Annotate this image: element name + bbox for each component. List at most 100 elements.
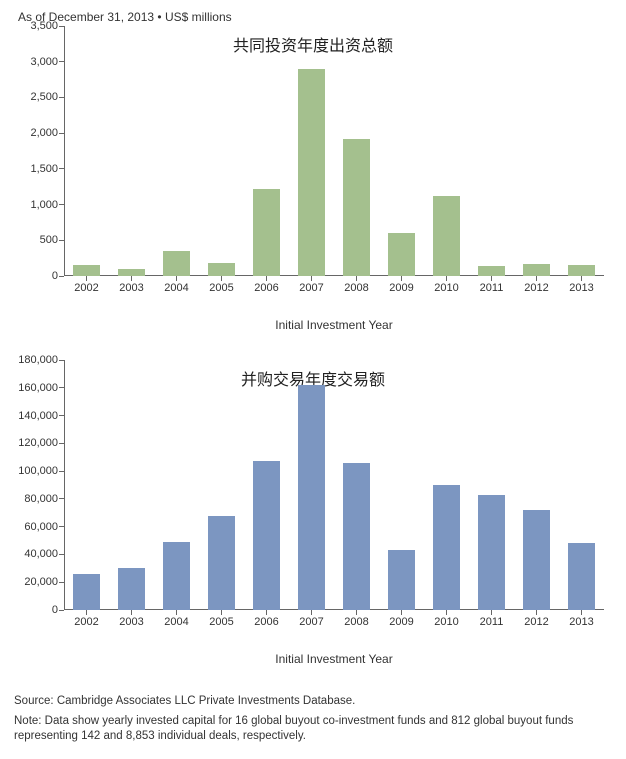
chart-coinvestment-bar: [523, 264, 551, 276]
chart-buyout-y-tick-label: 120,000: [18, 437, 64, 449]
chart-coinvestment-x-axis-title: Initial Investment Year: [64, 318, 604, 332]
chart-coinvestment-x-tick: [401, 276, 402, 281]
chart-coinvestment-x-tick-label: 2011: [480, 282, 504, 294]
chart-buyout: 并购交易年度交易额 020,00040,00060,00080,000100,0…: [14, 360, 612, 666]
chart-buyout-x-tick-label: 2012: [524, 616, 548, 628]
chart-buyout-bar: [568, 543, 596, 610]
chart-buyout-x-tick-label: 2002: [74, 616, 98, 628]
chart-buyout-y-tick-label: 20,000: [24, 576, 64, 588]
chart-buyout-x-tick: [221, 610, 222, 615]
chart-buyout-x-tick-label: 2005: [209, 616, 233, 628]
chart-buyout-plot: 020,00040,00060,00080,000100,000120,0001…: [64, 360, 604, 610]
chart-buyout-y-tick-label: 0: [52, 604, 64, 616]
chart-buyout-x-tick: [131, 610, 132, 615]
chart-coinvestment-x-tick: [176, 276, 177, 281]
chart-coinvestment-x-tick-label: 2009: [389, 282, 413, 294]
chart-buyout-x-tick-label: 2007: [299, 616, 323, 628]
chart-coinvestment-y-tick-label: 3,000: [30, 56, 64, 68]
chart-coinvestment-x-tick: [221, 276, 222, 281]
chart-buyout-x-tick: [581, 610, 582, 615]
chart-coinvestment-x-tick: [266, 276, 267, 281]
chart-coinvestment-x-tick: [86, 276, 87, 281]
chart-coinvestment-plot: 05001,0001,5002,0002,5003,0003,500: [64, 26, 604, 276]
chart-buyout-bar: [433, 485, 461, 610]
chart-coinvestment-x-tick: [356, 276, 357, 281]
chart-buyout-x-tick: [266, 610, 267, 615]
chart-coinvestment-y-axis: [64, 26, 65, 276]
chart-coinvestment-x-tick-label: 2012: [524, 282, 548, 294]
chart-coinvestment-x-tick-label: 2004: [164, 282, 188, 294]
chart-coinvestment-x-tick-label: 2002: [74, 282, 98, 294]
chart-buyout-y-tick-label: 80,000: [24, 493, 64, 505]
chart-coinvestment-x-tick: [446, 276, 447, 281]
as-of-text: As of December 31, 2013 • US$ millions: [18, 10, 612, 24]
chart-buyout-x-tick: [356, 610, 357, 615]
chart-coinvestment-bar: [118, 269, 146, 276]
chart-buyout-bar: [73, 574, 101, 610]
chart-coinvestment-bar: [343, 139, 371, 276]
chart-buyout-x-axis-title: Initial Investment Year: [64, 652, 604, 666]
chart-buyout-x-tick-label: 2013: [569, 616, 593, 628]
chart-buyout-x-tick-label: 2004: [164, 616, 188, 628]
chart-buyout-y-tick-label: 40,000: [24, 548, 64, 560]
chart-coinvestment-x-tick: [581, 276, 582, 281]
chart-coinvestment-bar: [388, 233, 416, 276]
chart-coinvestment-x-tick: [491, 276, 492, 281]
footer-note: Note: Data show yearly invested capital …: [14, 714, 612, 745]
chart-coinvestment-bar: [433, 196, 461, 276]
chart-coinvestment-x-tick-label: 2007: [299, 282, 323, 294]
chart-coinvestment-y-tick-label: 1,000: [30, 199, 64, 211]
chart-coinvestment-bar: [253, 189, 281, 276]
chart-buyout-bar: [478, 495, 506, 610]
chart-buyout-bar: [388, 550, 416, 610]
footer: Source: Cambridge Associates LLC Private…: [14, 694, 612, 745]
chart-coinvestment-bar: [298, 69, 326, 276]
chart-buyout-x-tick: [311, 610, 312, 615]
chart-coinvestment-x-tick-label: 2008: [344, 282, 368, 294]
chart-buyout-x-tick-label: 2003: [119, 616, 143, 628]
chart-buyout-y-tick-label: 180,000: [18, 354, 64, 366]
chart-buyout-bar: [163, 542, 191, 610]
chart-coinvestment-y-tick-label: 1,500: [30, 163, 64, 175]
chart-buyout-x-tick-label: 2009: [389, 616, 413, 628]
chart-buyout-x-tick: [176, 610, 177, 615]
chart-buyout-x-tick: [491, 610, 492, 615]
chart-buyout-x-tick-label: 2006: [254, 616, 278, 628]
chart-coinvestment-bar: [163, 251, 191, 276]
chart-coinvestment-x-tick: [536, 276, 537, 281]
chart-coinvestment: 共同投资年度出资总额 05001,0001,5002,0002,5003,000…: [14, 26, 612, 332]
chart-buyout-x-tick: [401, 610, 402, 615]
chart-buyout-bar: [253, 461, 281, 610]
chart-buyout-y-tick-label: 140,000: [18, 410, 64, 422]
chart-coinvestment-y-tick-label: 2,500: [30, 91, 64, 103]
chart-buyout-bar: [343, 463, 371, 610]
chart-coinvestment-bar: [208, 263, 236, 276]
chart-buyout-x-tick: [536, 610, 537, 615]
page-root: As of December 31, 2013 • US$ millions 共…: [0, 0, 626, 759]
chart-coinvestment-x-tick-label: 2005: [209, 282, 233, 294]
chart-coinvestment-x-tick-label: 2013: [569, 282, 593, 294]
chart-coinvestment-y-tick-label: 0: [52, 270, 64, 282]
chart-coinvestment-x-tick-label: 2006: [254, 282, 278, 294]
chart-coinvestment-y-tick-label: 2,000: [30, 127, 64, 139]
chart-coinvestment-x-tick: [311, 276, 312, 281]
chart-buyout-x-tick-label: 2010: [434, 616, 458, 628]
chart-buyout-bar: [118, 568, 146, 610]
chart-buyout-x-tick: [446, 610, 447, 615]
chart-buyout-y-tick-label: 160,000: [18, 382, 64, 394]
chart-coinvestment-y-tick-label: 3,500: [30, 20, 64, 32]
chart-buyout-bar: [208, 516, 236, 610]
chart-buyout-x-ticks: 2002 2003 2004 2005 2006 2007 2008 2009 2010 2011…: [64, 610, 604, 630]
chart-buyout-bar: [523, 510, 551, 610]
chart-coinvestment-x-tick-label: 2010: [434, 282, 458, 294]
chart-coinvestment-bar: [568, 265, 596, 276]
chart-coinvestment-x-ticks: 2002200320042005200620072008200920102011…: [64, 276, 604, 296]
chart-coinvestment-bar: [73, 265, 101, 276]
chart-buyout-x-tick-label: 2008: [344, 616, 368, 628]
chart-buyout-y-axis: [64, 360, 65, 610]
chart-coinvestment-bar: [478, 266, 506, 276]
chart-buyout-x-tick: [86, 610, 87, 615]
chart-coinvestment-x-tick: [131, 276, 132, 281]
footer-source: Source: Cambridge Associates LLC Private…: [14, 694, 612, 710]
chart-buyout-x-tick-label: 2011: [480, 616, 504, 628]
